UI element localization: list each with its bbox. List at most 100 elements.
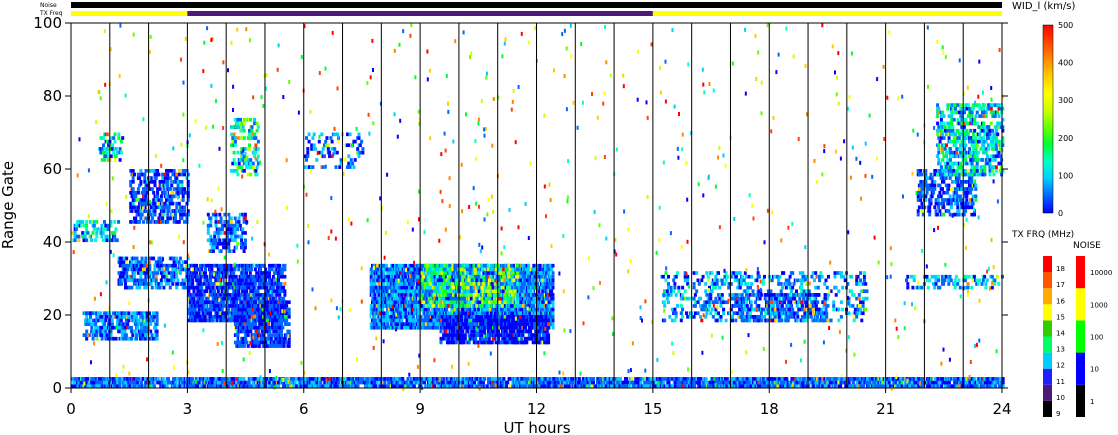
- data-cell: [143, 201, 147, 206]
- data-cell: [858, 380, 862, 385]
- data-cell: [391, 263, 395, 268]
- data-cell: [165, 384, 169, 389]
- data-cell: [118, 384, 122, 389]
- data-cell: [385, 315, 389, 319]
- data-cell: [171, 282, 175, 286]
- data-cell: [283, 336, 287, 341]
- data-cell: [280, 318, 283, 323]
- data-cell: [180, 180, 184, 184]
- data-cell: [238, 296, 242, 301]
- data-cell: [249, 132, 253, 137]
- data-cell: [264, 267, 268, 272]
- data-cell: [745, 377, 749, 381]
- data-cell: [240, 300, 244, 305]
- data-cell: [103, 220, 106, 224]
- data-cell: [553, 384, 557, 389]
- data-cell: [506, 380, 510, 385]
- data-cell: [174, 216, 177, 221]
- data-cell: [730, 380, 734, 385]
- data-cell: [229, 282, 233, 286]
- data-cell: [171, 201, 175, 206]
- data-cell: [167, 377, 170, 381]
- data-cell: [249, 158, 253, 162]
- data-cell: [138, 183, 142, 188]
- data-cell: [101, 227, 105, 232]
- data-cell: [423, 307, 427, 312]
- data-cell: [271, 325, 274, 330]
- data-cell: [280, 271, 284, 275]
- data-cell: [285, 333, 289, 337]
- data-cell: [206, 227, 210, 232]
- data-cell: [130, 336, 133, 341]
- data-cell: [175, 205, 179, 210]
- data-cell: [247, 380, 251, 385]
- data-cell: [85, 223, 89, 228]
- data-cell: [386, 271, 390, 275]
- data-cell: [255, 128, 259, 133]
- data-cell: [188, 282, 192, 286]
- data-cell: [757, 377, 761, 381]
- data-cell: [219, 220, 223, 224]
- data-cell: [274, 340, 278, 345]
- data-cell: [467, 384, 471, 389]
- data-cell: [183, 205, 186, 210]
- data-cell: [124, 333, 128, 337]
- data-cell: [723, 377, 727, 381]
- data-cell: [153, 201, 157, 206]
- data-cell: [173, 263, 177, 268]
- data-cell: [148, 274, 152, 279]
- data-cell: [371, 325, 374, 330]
- data-cell: [244, 311, 248, 316]
- data-cell: [373, 282, 377, 286]
- data-cell: [300, 377, 304, 381]
- data-cell: [252, 285, 256, 290]
- data-cell: [218, 300, 222, 305]
- data-cell: [483, 377, 487, 381]
- data-cell: [287, 311, 291, 316]
- data-cell: [231, 161, 235, 166]
- data-cell: [799, 384, 803, 389]
- data-cell: [260, 340, 264, 345]
- data-cell: [278, 263, 282, 268]
- data-cell: [712, 380, 716, 385]
- data-cell: [383, 380, 387, 385]
- data-cell: [156, 263, 159, 268]
- data-cell: [187, 289, 191, 294]
- data-cell: [277, 329, 281, 334]
- data-cell: [227, 231, 231, 235]
- data-cell: [73, 377, 77, 381]
- data-cell: [917, 377, 921, 381]
- data-cell: [233, 318, 237, 323]
- data-cell: [109, 336, 113, 341]
- data-cell: [165, 198, 168, 202]
- data-cell: [337, 380, 341, 385]
- data-cell: [172, 169, 176, 173]
- data-cell: [118, 260, 122, 264]
- data-cell: [255, 325, 259, 330]
- data-cell: [102, 136, 105, 140]
- data-cell: [148, 209, 152, 213]
- data-cell: [609, 377, 613, 381]
- data-cell: [135, 333, 139, 337]
- data-cell: [282, 344, 286, 348]
- data-cell: [136, 205, 140, 210]
- data-cell: [254, 136, 258, 140]
- data-cell: [899, 377, 903, 381]
- data-cell: [369, 282, 373, 286]
- data-cell: [179, 256, 182, 261]
- data-cell: [228, 249, 232, 253]
- data-cell: [149, 282, 153, 286]
- data-cell: [807, 384, 811, 389]
- data-cell: [78, 220, 82, 224]
- data-cell: [172, 220, 176, 224]
- data-cell: [283, 263, 287, 268]
- data-cell: [268, 263, 271, 268]
- data-cell: [280, 311, 283, 316]
- data-cell: [535, 380, 539, 385]
- data-cell: [218, 238, 222, 243]
- data-cell: [179, 377, 183, 381]
- data-cell: [141, 329, 145, 334]
- data-cell: [123, 322, 127, 326]
- data-cell: [230, 307, 234, 312]
- data-cell: [563, 380, 567, 385]
